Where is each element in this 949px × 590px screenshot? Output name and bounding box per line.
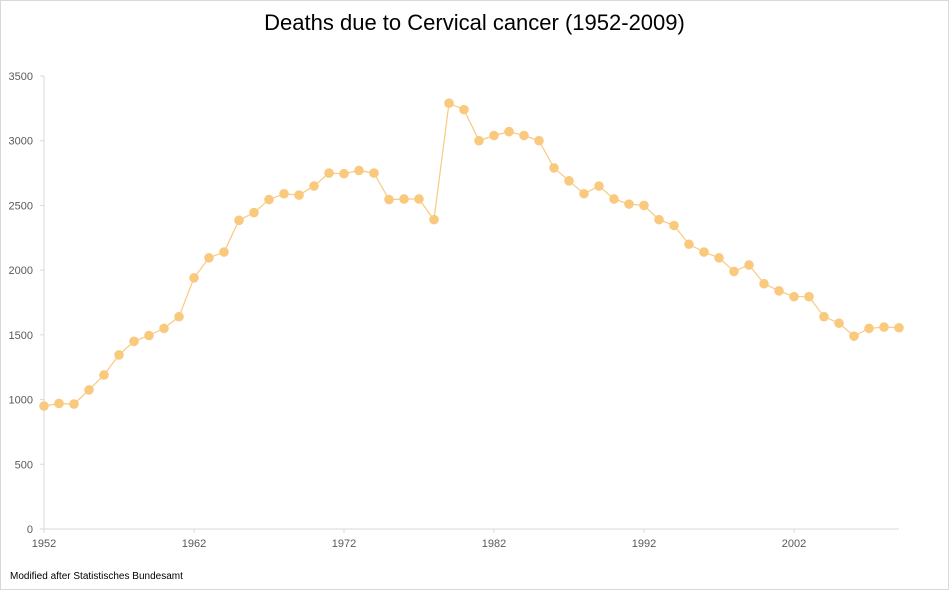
- data-point: [474, 135, 484, 146]
- data-point: [609, 194, 619, 204]
- data-point: [879, 322, 889, 332]
- x-tick-label: 1952: [32, 538, 56, 550]
- y-tick-label: 2000: [9, 265, 33, 277]
- y-tick-label: 500: [15, 459, 33, 471]
- data-point: [849, 331, 859, 341]
- chart-title: Deaths due to Cervical cancer (1952-2009…: [264, 10, 685, 35]
- data-point: [894, 322, 904, 333]
- x-tick-labels: 1952 1962 1972 1982 1992 2002: [32, 529, 806, 550]
- data-point: [414, 194, 424, 204]
- data-point: [669, 220, 679, 231]
- data-point: [774, 286, 784, 296]
- data-point: [564, 176, 574, 186]
- y-tick-labels: 0 500 1000 1500 2000 2500 3000 3500: [9, 71, 44, 536]
- y-tick-label: 1500: [9, 330, 33, 342]
- source-note: Modified after Statistisches Bundesamt: [10, 571, 183, 582]
- data-point: [144, 330, 154, 341]
- data-point: [189, 273, 199, 283]
- x-tick-label: 1972: [332, 538, 356, 550]
- series-layer: [39, 98, 904, 411]
- data-point: [309, 181, 319, 191]
- data-point: [744, 260, 754, 270]
- data-point: [99, 370, 109, 380]
- x-tick-label: 1962: [182, 538, 206, 550]
- data-point: [129, 336, 139, 347]
- data-point: [384, 194, 394, 205]
- data-point: [354, 165, 364, 176]
- data-point: [759, 278, 769, 289]
- data-point: [369, 168, 379, 178]
- data-point: [459, 104, 469, 115]
- axes: [43, 76, 899, 530]
- y-tick-label: 0: [27, 524, 33, 536]
- data-point: [804, 291, 814, 302]
- data-point: [159, 323, 169, 334]
- data-point: [819, 311, 829, 322]
- y-tick-label: 1000: [9, 395, 33, 407]
- y-tick-label: 3500: [9, 71, 33, 83]
- data-point: [399, 194, 409, 204]
- data-point: [519, 130, 529, 141]
- data-point: [264, 194, 274, 205]
- data-point: [789, 291, 799, 302]
- data-point: [339, 168, 349, 179]
- data-point: [579, 188, 589, 199]
- data-point: [489, 130, 499, 141]
- series-line: [43, 102, 900, 407]
- data-point: [279, 188, 289, 199]
- data-point: [504, 126, 514, 137]
- data-point: [729, 266, 739, 277]
- data-point: [654, 214, 664, 225]
- data-point: [84, 385, 94, 395]
- data-point: [174, 311, 184, 322]
- data-point: [594, 181, 604, 191]
- data-point: [234, 215, 244, 226]
- data-point: [684, 239, 694, 250]
- data-point: [714, 253, 724, 263]
- data-point: [204, 253, 214, 263]
- data-point: [534, 135, 544, 146]
- data-point: [624, 199, 634, 209]
- data-point: [219, 247, 229, 257]
- data-point: [639, 200, 649, 211]
- data-point: [294, 190, 304, 200]
- data-point: [834, 318, 844, 329]
- data-point: [69, 399, 79, 409]
- data-point: [864, 323, 874, 334]
- data-point: [39, 401, 49, 411]
- data-point: [249, 207, 259, 218]
- data-point: [444, 98, 454, 108]
- y-tick-label: 3000: [9, 136, 33, 148]
- x-tick-label: 1982: [482, 538, 506, 550]
- x-tick-label: 1992: [632, 538, 656, 550]
- y-tick-label: 2500: [9, 200, 33, 212]
- data-point: [699, 247, 709, 257]
- data-point: [54, 398, 64, 409]
- x-tick-label: 2002: [782, 538, 806, 550]
- data-point: [114, 350, 124, 360]
- data-point: [429, 214, 439, 225]
- data-point: [549, 163, 559, 173]
- data-point: [324, 168, 334, 178]
